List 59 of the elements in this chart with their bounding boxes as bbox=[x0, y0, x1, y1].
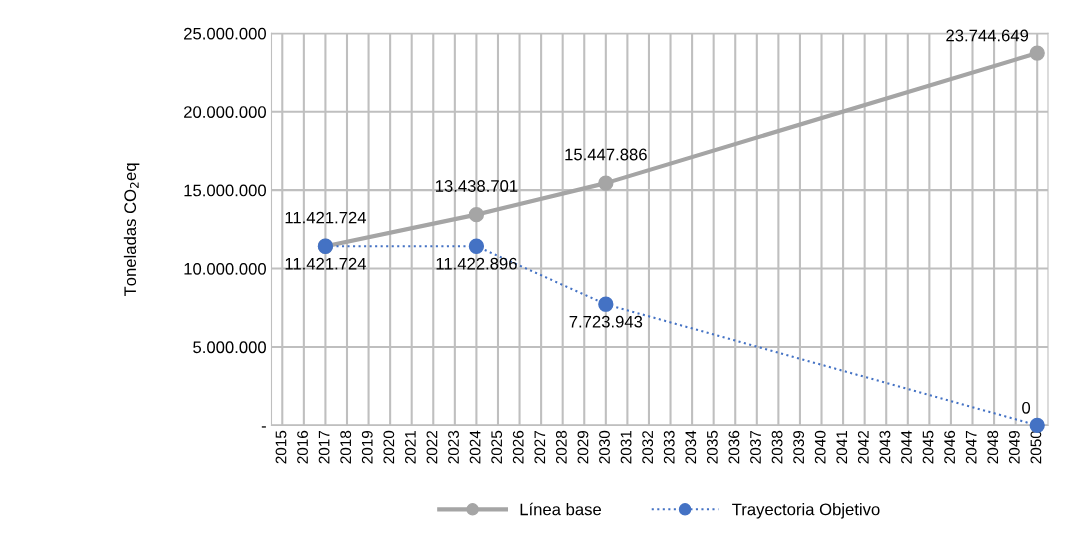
x-tick-label: 2029 bbox=[577, 430, 589, 464]
data-label: 23.744.649 bbox=[946, 29, 1029, 42]
x-tick-label: 2049 bbox=[1008, 430, 1020, 464]
x-tick-label: 2043 bbox=[879, 430, 891, 464]
point bbox=[598, 175, 614, 191]
x-tick-label: 2024 bbox=[469, 430, 481, 464]
x-tick-label: 2018 bbox=[340, 430, 352, 464]
x-tick-label: 2033 bbox=[663, 430, 675, 464]
x-tick-label: 2050 bbox=[1030, 430, 1042, 464]
x-tick-label: 2030 bbox=[599, 430, 610, 464]
x-tick-label: 2028 bbox=[555, 430, 567, 464]
data-label: 0 bbox=[1022, 401, 1031, 414]
x-tick-label: 2027 bbox=[534, 430, 546, 464]
legend-label: Trayectoria Objetivo bbox=[732, 503, 880, 519]
data-label: 11.421.724 bbox=[285, 211, 367, 224]
x-tick-label: 2017 bbox=[318, 430, 330, 464]
x-tick-label: 2034 bbox=[685, 430, 697, 464]
point bbox=[598, 296, 614, 312]
x-tick-label: 2047 bbox=[965, 430, 977, 464]
y-tick-label: 5.000.000 bbox=[193, 341, 266, 354]
x-tick-label: 2031 bbox=[620, 430, 632, 464]
data-label: 7.723.943 bbox=[569, 315, 643, 328]
point bbox=[1029, 417, 1045, 433]
x-tick-label: 2026 bbox=[512, 430, 524, 464]
x-tick-label: 2025 bbox=[491, 430, 503, 464]
point bbox=[468, 206, 485, 223]
x-tick-label: 2036 bbox=[728, 430, 740, 464]
point bbox=[468, 238, 485, 254]
x-tick-label: 2035 bbox=[706, 430, 718, 464]
x-tick-label: 2045 bbox=[922, 430, 934, 464]
x-tick-label: 2015 bbox=[275, 430, 287, 464]
x-tick-label: 2020 bbox=[383, 430, 395, 464]
x-tick-label: 2046 bbox=[944, 430, 956, 464]
data-label: 11.421.724 bbox=[285, 257, 367, 270]
x-tick-label: 2038 bbox=[771, 430, 783, 464]
y-tick-label: 25.000.000 bbox=[184, 27, 266, 40]
data-label: 13.438.701 bbox=[435, 180, 518, 192]
y-tick-label: 15.000.000 bbox=[184, 184, 266, 197]
y-tick-label: 10.000.000 bbox=[184, 262, 266, 275]
y-axis-title: Toneladas CO$_{2}$eq bbox=[123, 163, 140, 297]
x-tick-label: 2044 bbox=[901, 430, 912, 464]
x-tick-label: 2016 bbox=[297, 430, 308, 464]
legend-label: Línea base bbox=[520, 502, 601, 516]
x-tick-label: 2023 bbox=[448, 430, 459, 464]
x-tick-label: 2042 bbox=[857, 430, 869, 464]
x-tick-label: 2048 bbox=[987, 430, 999, 464]
x-tick-label: 2040 bbox=[814, 430, 826, 464]
data-label: 11.422.896 bbox=[436, 257, 517, 270]
x-tick-label: 2037 bbox=[750, 430, 761, 464]
x-tick-label: 2019 bbox=[361, 430, 373, 464]
y-tick-label: 20.000.000 bbox=[184, 106, 266, 118]
x-tick-label: 2032 bbox=[642, 430, 654, 464]
data-label: 15.447.886 bbox=[565, 148, 647, 161]
y-tick-label: - bbox=[261, 426, 266, 428]
x-tick-label: 2022 bbox=[426, 430, 438, 464]
x-tick-label: 2041 bbox=[836, 430, 848, 464]
x-tick-label: 2039 bbox=[793, 430, 805, 464]
x-tick-label: 2021 bbox=[404, 430, 416, 464]
point bbox=[1029, 45, 1045, 61]
